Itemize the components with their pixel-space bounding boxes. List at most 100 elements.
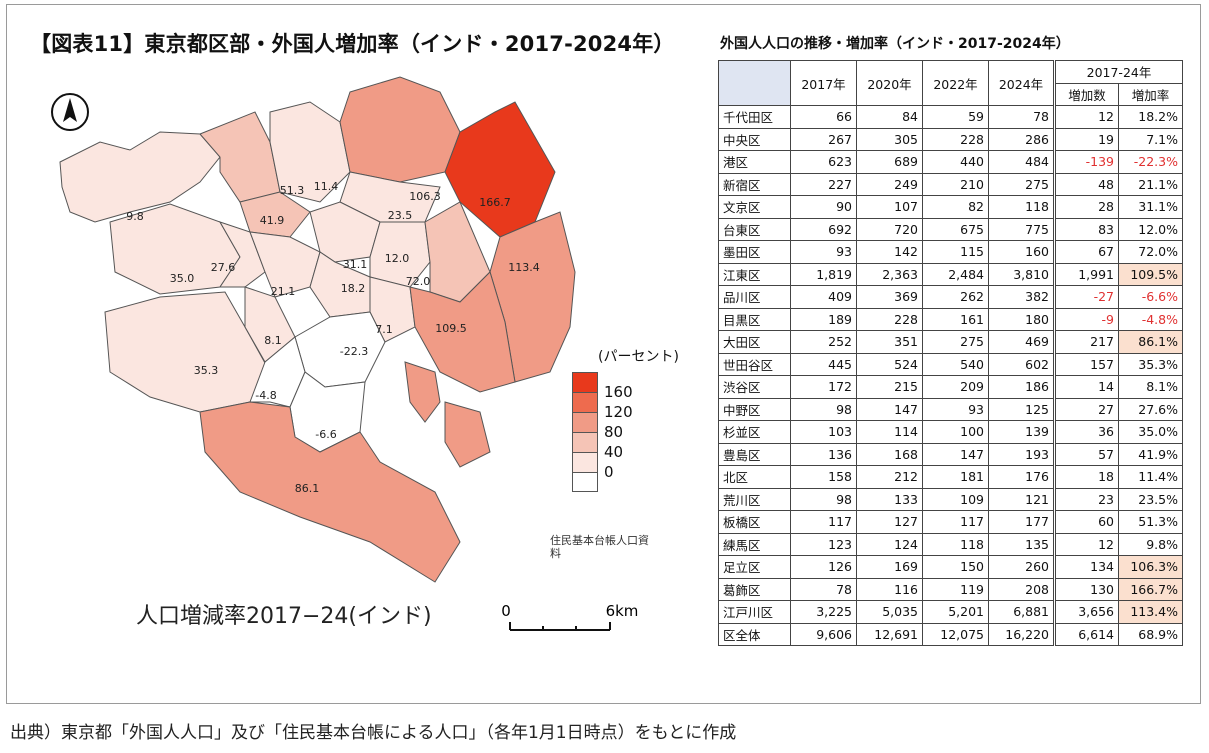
table-cell-2017: 103 — [790, 420, 857, 444]
table-cell-2020: 2,363 — [856, 262, 923, 286]
table-cell-2022: 150 — [922, 555, 989, 579]
map-label: 41.9 — [260, 214, 285, 227]
table-cell-2020: 147 — [856, 397, 923, 421]
table-cell-ward: 墨田区 — [718, 240, 791, 264]
table-cell-rate: -22.3% — [1118, 150, 1183, 174]
table-cell-ward: 練馬区 — [718, 532, 791, 556]
table-cell-2022: 109 — [922, 487, 989, 511]
scale-bar: 0 6km — [501, 602, 638, 631]
table-row: 大田区 252 351 275 469 217 86.1% — [718, 330, 1183, 354]
map-label: 12.0 — [385, 252, 410, 265]
table-cell-2024: 260 — [988, 555, 1055, 579]
table-cell-rate: 51.3% — [1118, 510, 1183, 534]
map-label: 11.4 — [314, 180, 339, 193]
legend-label: 80 — [604, 423, 624, 441]
table-cell-2022: 82 — [922, 195, 989, 219]
table-cell-2024: 382 — [988, 285, 1055, 309]
table-cell-increase: 217 — [1053, 330, 1119, 354]
table-cell-2020: 133 — [856, 487, 923, 511]
table-cell-rate: 27.6% — [1118, 397, 1183, 421]
table-cell-ward: 新宿区 — [718, 172, 791, 196]
table-cell-rate: 72.0% — [1118, 240, 1183, 264]
table-cell-2017: 623 — [790, 150, 857, 174]
legend-swatch — [572, 432, 598, 452]
table-cell-rate: 166.7% — [1118, 577, 1183, 601]
table-cell-2017: 445 — [790, 352, 857, 376]
table-cell-2017: 126 — [790, 555, 857, 579]
table-cell-2022: 210 — [922, 172, 989, 196]
table-cell-2020: 169 — [856, 555, 923, 579]
table-cell-2022: 440 — [922, 150, 989, 174]
table-cell-2024: 484 — [988, 150, 1055, 174]
table-cell-2024: 286 — [988, 127, 1055, 151]
table-row: 墨田区 93 142 115 160 67 72.0% — [718, 240, 1183, 264]
table-cell-2017: 172 — [790, 375, 857, 399]
legend-swatch — [572, 472, 598, 492]
table-row: 豊島区 136 168 147 193 57 41.9% — [718, 442, 1183, 466]
table-cell-increase: 134 — [1053, 555, 1119, 579]
table-cell-2022: 262 — [922, 285, 989, 309]
table-cell-increase: 19 — [1053, 127, 1119, 151]
map-label: 86.1 — [295, 482, 320, 495]
table-row: 北区 158 212 181 176 18 11.4% — [718, 465, 1183, 489]
table-cell-2020: 720 — [856, 217, 923, 241]
table-cell-2017: 409 — [790, 285, 857, 309]
table-cell-2017: 66 — [790, 105, 857, 129]
table-cell-2020: 215 — [856, 375, 923, 399]
table-cell-2017: 78 — [790, 577, 857, 601]
legend-label: 0 — [604, 463, 614, 481]
table-cell-2017: 1,819 — [790, 262, 857, 286]
table-cell-2017: 98 — [790, 487, 857, 511]
table-cell-rate: 8.1% — [1118, 375, 1183, 399]
table-cell-2017: 227 — [790, 172, 857, 196]
table-cell-2017: 98 — [790, 397, 857, 421]
table-cell-2024: 139 — [988, 420, 1055, 444]
table-row: 世田谷区 445 524 540 602 157 35.3% — [718, 352, 1183, 376]
table-cell-2024: 176 — [988, 465, 1055, 489]
table-cell-2022: 5,201 — [922, 600, 989, 624]
table-cell-ward: 渋谷区 — [718, 375, 791, 399]
table-cell-ward: 豊島区 — [718, 442, 791, 466]
table-cell-ward: 品川区 — [718, 285, 791, 309]
table-cell-2020: 116 — [856, 577, 923, 601]
map-label: 109.5 — [435, 322, 467, 335]
map-label: 51.3 — [280, 184, 305, 197]
table-cell-2024: 180 — [988, 307, 1055, 331]
table-cell-ward: 北区 — [718, 465, 791, 489]
table-cell-2022: 161 — [922, 307, 989, 331]
table-cell-2017: 158 — [790, 465, 857, 489]
ward-koto — [409, 271, 516, 393]
table-cell-2024: 193 — [988, 442, 1055, 466]
north-arrow-icon — [51, 93, 89, 131]
table-row: 板橋区 117 127 117 177 60 51.3% — [718, 510, 1183, 534]
table-cell-ward: 文京区 — [718, 195, 791, 219]
table-cell-2024: 6,881 — [988, 600, 1055, 624]
table-cell-rate: -6.6% — [1118, 285, 1183, 309]
table-cell-2020: 369 — [856, 285, 923, 309]
header-period: 2017-24年 — [1053, 60, 1183, 84]
table-cell-rate: 23.5% — [1118, 487, 1183, 511]
table-cell-2022: 117 — [922, 510, 989, 534]
map-caption: 人口増減率2017−24(インド) — [136, 604, 432, 629]
table-cell-2020: 84 — [856, 105, 923, 129]
table-row: 渋谷区 172 215 209 186 14 8.1% — [718, 375, 1183, 399]
table-cell-2022: 228 — [922, 127, 989, 151]
table-cell-increase: 1,991 — [1053, 262, 1119, 286]
table-cell-2024: 118 — [988, 195, 1055, 219]
table-cell-2022: 115 — [922, 240, 989, 264]
table-row: 新宿区 227 249 210 275 48 21.1% — [718, 172, 1183, 196]
table-cell-ward: 杉並区 — [718, 420, 791, 444]
table-cell-2024: 275 — [988, 172, 1055, 196]
table-row: 千代田区 66 84 59 78 12 18.2% — [718, 105, 1183, 129]
table-cell-2022: 118 — [922, 532, 989, 556]
table-cell-rate: 86.1% — [1118, 330, 1183, 354]
map-label: 106.3 — [409, 190, 441, 203]
table-cell-rate: 31.1% — [1118, 195, 1183, 219]
table-row: 足立区 126 169 150 260 134 106.3% — [718, 555, 1183, 579]
table-cell-rate: 12.0% — [1118, 217, 1183, 241]
table-cell-2020: 524 — [856, 352, 923, 376]
table-cell-2024: 775 — [988, 217, 1055, 241]
table-cell-2024: 602 — [988, 352, 1055, 376]
map-label: 18.2 — [341, 282, 366, 295]
table-cell-increase: 27 — [1053, 397, 1119, 421]
